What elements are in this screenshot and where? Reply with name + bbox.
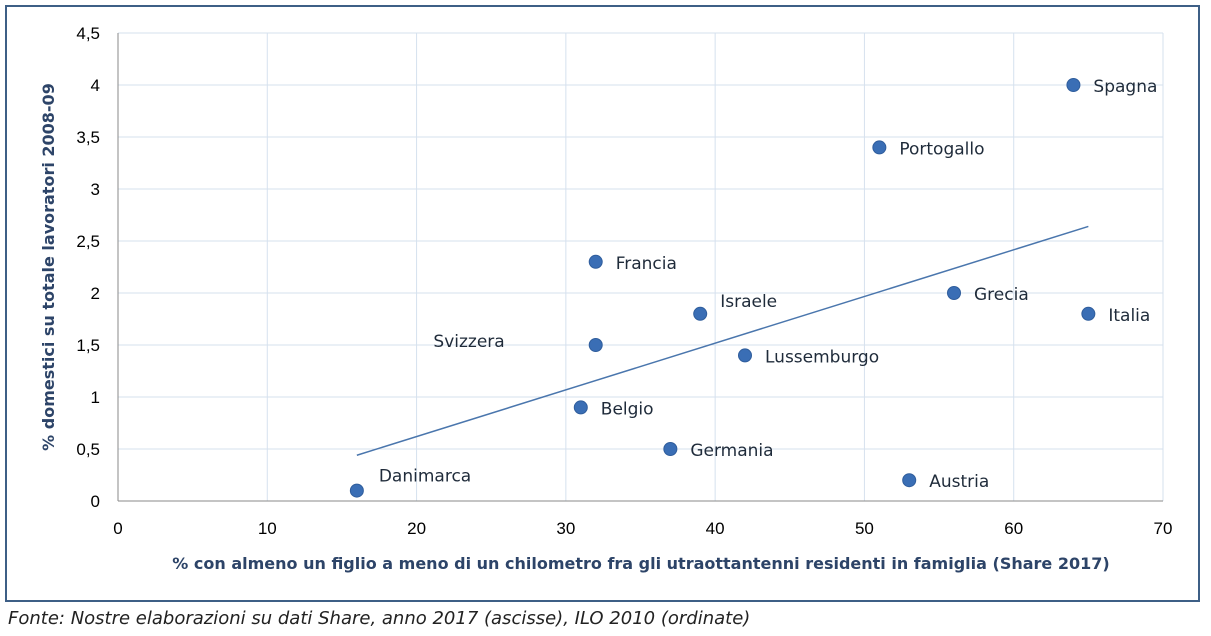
x-tick-label: 70	[1154, 519, 1173, 538]
tick-labels: 0 10 20 30 40 50 60 70 0 0,5 1 1,5 2 2,5 3 3,5 4 4,5	[76, 24, 1172, 538]
trendline-layer	[356, 225, 1089, 456]
point-label: Italia	[1108, 306, 1150, 326]
point-label: Belgio	[601, 399, 654, 419]
point-label: Francia	[616, 254, 677, 274]
y-axis-title: % domestici su totale lavoratori 2008-09	[39, 83, 58, 451]
data-point	[738, 348, 752, 363]
data-point	[573, 400, 588, 415]
x-tick-label: 50	[855, 519, 874, 538]
point-label: Grecia	[974, 285, 1029, 305]
y-tick-label: 3	[91, 180, 100, 199]
point-label: Svizzera	[433, 332, 504, 352]
y-tick-label: 0,5	[76, 440, 100, 459]
data-point	[1066, 78, 1081, 92]
data-point	[947, 286, 961, 300]
y-tick-label: 4	[91, 76, 100, 95]
y-tick-label: 0	[91, 492, 100, 511]
x-tick-label: 60	[1004, 519, 1023, 538]
source-note: Fonte: Nostre elaborazioni su dati Share…	[8, 608, 751, 629]
point-label: Germania	[690, 441, 773, 461]
x-tick-label: 40	[706, 519, 725, 538]
data-point	[588, 338, 603, 352]
axes	[117, 33, 1163, 502]
x-tick-label: 20	[407, 519, 426, 538]
data-point	[872, 140, 887, 155]
chart-frame	[5, 5, 1200, 602]
data-point	[663, 442, 678, 456]
y-tick-label: 2	[91, 284, 100, 303]
data-point	[1081, 306, 1096, 321]
x-axis-title: % con almeno un figlio a meno di un chil…	[172, 554, 1109, 573]
y-tick-label: 3,5	[76, 128, 100, 147]
y-tick-label: 2,5	[76, 232, 100, 251]
data-point	[902, 473, 917, 488]
y-tick-label: 4,5	[76, 24, 100, 43]
trendline	[356, 225, 1089, 456]
point-label: Austria	[929, 472, 989, 492]
y-tick-label: 1,5	[76, 336, 100, 355]
point-label: Lussemburgo	[765, 347, 879, 367]
point-label: Danimarca	[379, 467, 471, 487]
grid-lines	[118, 32, 1164, 501]
x-tick-label: 0	[113, 519, 122, 538]
x-tick-label: 30	[556, 519, 575, 538]
x-tick-label: 10	[258, 519, 277, 538]
data-point	[693, 306, 708, 321]
point-label: Portogallo	[899, 139, 984, 159]
data-point	[349, 483, 364, 498]
point-label: Israele	[720, 292, 777, 312]
y-tick-label: 1	[91, 388, 100, 407]
data-point	[588, 254, 603, 269]
point-labels: Danimarca Belgio Svizzera Francia Germania Is…	[379, 77, 1158, 492]
point-label: Spagna	[1093, 77, 1157, 97]
data-points	[349, 78, 1096, 498]
